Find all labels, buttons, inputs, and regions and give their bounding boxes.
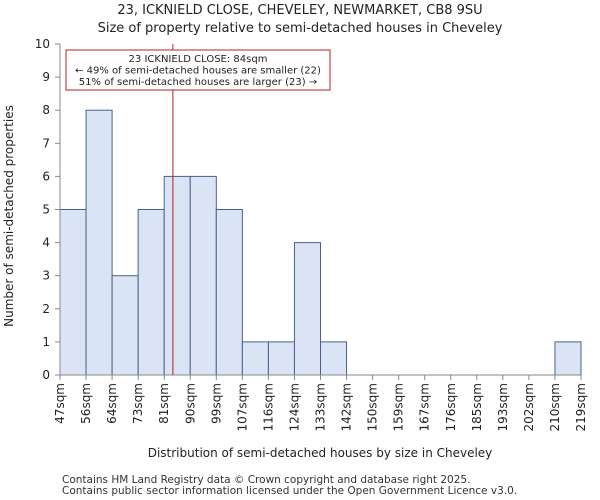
x-tick-label: 159sqm	[392, 383, 406, 431]
y-tick-label: 5	[42, 203, 50, 217]
y-tick-label: 2	[42, 302, 50, 316]
x-tick-label: 99sqm	[209, 383, 223, 424]
y-tick-label: 6	[42, 169, 50, 183]
y-tick-label: 0	[42, 368, 50, 382]
x-tick-label: 81sqm	[157, 383, 171, 424]
histogram-bar	[85, 109, 113, 376]
x-tick-label: 90sqm	[183, 383, 197, 424]
x-tick-label: 193sqm	[496, 383, 510, 431]
x-tick-label: 133sqm	[314, 383, 328, 431]
x-tick-label: 202sqm	[522, 383, 536, 431]
footer-licence: Contains public sector information licen…	[62, 485, 518, 497]
histogram-bar	[215, 209, 243, 376]
histogram-bar	[111, 275, 139, 376]
x-tick-label: 73sqm	[131, 383, 145, 424]
x-tick-label: 150sqm	[366, 383, 380, 431]
chart-title: 23, ICKNIELD CLOSE, CHEVELEY, NEWMARKET,…	[117, 3, 483, 18]
chart-subtitle: Size of property relative to semi-detach…	[97, 21, 503, 36]
x-tick-label: 219sqm	[574, 383, 588, 431]
y-tick-label: 1	[42, 335, 50, 349]
histogram-bar	[241, 341, 269, 376]
histogram-bar	[189, 175, 217, 376]
y-tick-label: 7	[42, 136, 50, 150]
y-tick-label: 9	[42, 70, 50, 84]
annotation-larger: 51% of semi-detached houses are larger (…	[79, 77, 317, 88]
footer-copyright: Contains HM Land Registry data © Crown c…	[62, 474, 471, 486]
x-tick-label: 124sqm	[287, 383, 301, 431]
x-tick-label: 47sqm	[53, 383, 67, 424]
histogram-bar	[137, 209, 165, 376]
x-tick-label: 210sqm	[548, 383, 562, 431]
x-tick-label: 185sqm	[470, 383, 484, 431]
annotation-smaller: ← 49% of semi-detached houses are smalle…	[75, 66, 321, 77]
x-tick-label: 176sqm	[444, 383, 458, 431]
x-tick-label: 64sqm	[105, 383, 119, 424]
histogram-bar	[293, 242, 322, 376]
annotation-title: 23 ICKNIELD CLOSE: 84sqm	[129, 54, 268, 65]
x-tick-label: 142sqm	[340, 383, 354, 431]
histogram-bar	[320, 341, 348, 376]
y-tick-label: 8	[42, 103, 50, 117]
x-tick-label: 116sqm	[261, 383, 275, 431]
x-tick-label: 56sqm	[79, 383, 93, 424]
x-tick-label: 107sqm	[235, 383, 249, 431]
y-tick-label: 10	[35, 37, 50, 51]
annotation-box	[65, 49, 331, 91]
y-axis-label: Number of semi-detached properties	[2, 105, 16, 327]
y-tick-label: 4	[42, 236, 50, 250]
x-axis-label: Distribution of semi-detached houses by …	[148, 446, 493, 460]
histogram-bar	[267, 341, 295, 376]
histogram-bar	[163, 175, 191, 376]
y-tick-label: 3	[42, 269, 50, 283]
histogram-bar	[59, 209, 87, 376]
histogram-bar	[554, 341, 582, 376]
x-tick-label: 167sqm	[418, 383, 432, 431]
